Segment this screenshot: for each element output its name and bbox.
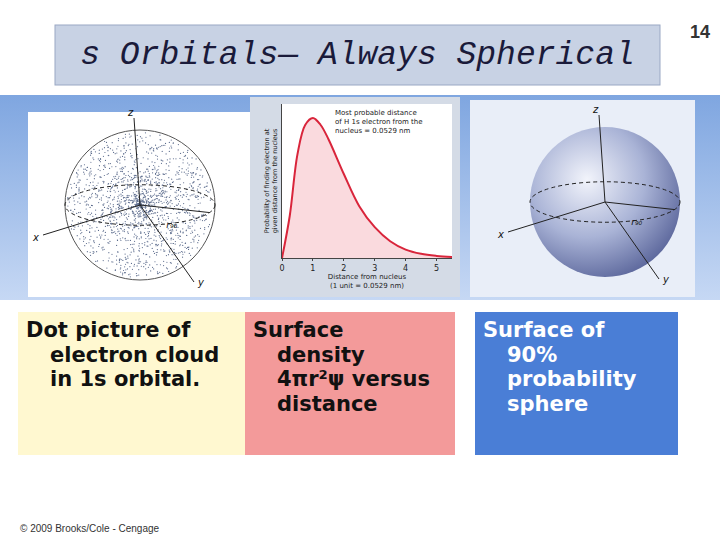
html-text:Surface of: Surface of (483, 318, 605, 342)
svg-text:Probability of finding electro: Probability of finding electron atgiven … (263, 128, 279, 233)
svg-text:5: 5 (434, 264, 439, 273)
html-text:Dot picture of: Dot picture of (26, 318, 191, 342)
svg-text:x: x (32, 232, 39, 243)
svg-text:z: z (592, 104, 599, 115)
svg-text:r₉₀: r₉₀ (166, 220, 177, 230)
svg-text:4: 4 (403, 264, 408, 273)
svg-text:3: 3 (372, 264, 377, 273)
svg-text:y: y (197, 277, 205, 288)
html-text:density: density (277, 342, 365, 367)
svg-text:r₉₀: r₉₀ (631, 217, 642, 227)
svg-text:2: 2 (341, 264, 346, 273)
html-text:90%: 90% (507, 342, 558, 367)
html-text:s Orbitals— Always Spherical: s Orbitals— Always Spherical (80, 36, 635, 74)
svg-text:Most probable distanceof H 1s: Most probable distanceof H 1s electron f… (335, 109, 423, 135)
html-text:sphere: sphere (507, 391, 589, 416)
html-text:probability: probability (507, 367, 637, 392)
svg-text:1: 1 (310, 264, 315, 273)
svg-text:y: y (662, 274, 670, 285)
html-text:© 2009 Brooks/Cole - Cengage: © 2009 Brooks/Cole - Cengage (20, 523, 160, 534)
svg-text:0: 0 (279, 264, 284, 273)
html-text:distance: distance (277, 391, 378, 416)
html-text:Surface: Surface (253, 318, 344, 342)
svg-text:z: z (127, 107, 134, 118)
svg-text:x: x (497, 229, 504, 240)
html-text:electron cloud: electron cloud (50, 342, 220, 367)
html-text:in 1s orbital.: in 1s orbital. (50, 367, 201, 392)
html-text:14: 14 (690, 22, 710, 42)
html-text:4πr²ψ versus: 4πr²ψ versus (277, 367, 430, 392)
svg-text:Distance from nucleus(1 unit =: Distance from nucleus(1 unit = 0.0529 nm… (328, 273, 407, 290)
